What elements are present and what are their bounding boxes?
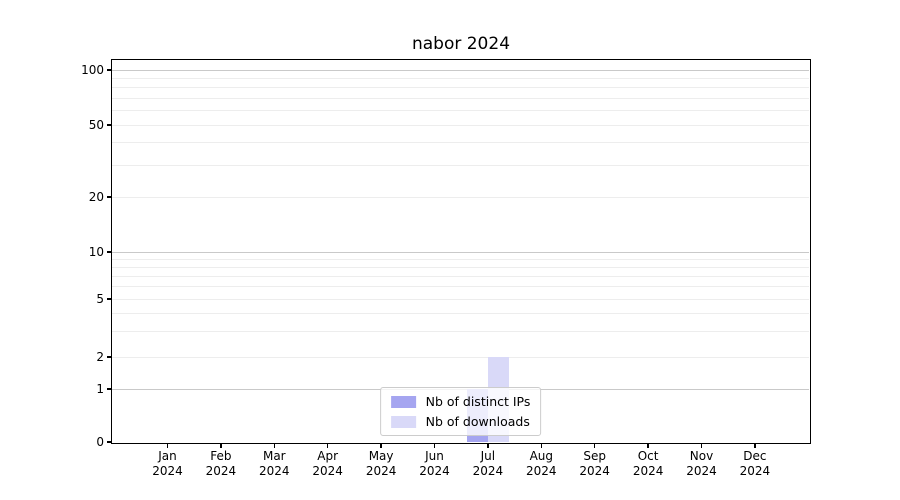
- x-tick-mark: [593, 443, 596, 448]
- x-tick-year: 2024: [419, 464, 450, 478]
- x-tick-month: Sep: [583, 449, 606, 463]
- gridline-major: [112, 251, 809, 253]
- x-axis-tick-label: Nov 2024: [674, 449, 730, 479]
- y-axis-tick-label: 10: [88, 245, 104, 259]
- gridline-minor: [112, 286, 809, 288]
- gridline-minor: [112, 164, 809, 166]
- gridline-minor: [112, 77, 809, 79]
- x-axis-tick-label: May 2024: [353, 449, 409, 479]
- y-axis-tick-label: 2: [96, 350, 104, 364]
- x-tick-month: Jun: [425, 449, 444, 463]
- x-axis-tick-label: Jun 2024: [407, 449, 463, 479]
- x-tick-mark: [433, 443, 436, 448]
- gridline-minor: [112, 196, 809, 198]
- x-tick-year: 2024: [526, 464, 557, 478]
- gridline-minor: [112, 110, 809, 112]
- x-tick-year: 2024: [312, 464, 343, 478]
- x-tick-month: Feb: [210, 449, 232, 463]
- x-tick-month: Aug: [529, 449, 554, 463]
- x-tick-month: Mar: [262, 449, 286, 463]
- y-axis-tick-label: 100: [81, 63, 104, 77]
- x-tick-month: Dec: [743, 449, 767, 463]
- x-tick-mark: [647, 443, 649, 448]
- gridline-minor: [112, 124, 809, 126]
- y-axis-tick-label: 20: [88, 190, 104, 204]
- x-tick-year: 2024: [259, 464, 290, 478]
- x-tick-month: May: [368, 449, 394, 463]
- x-axis-tick-label: Jan 2024: [140, 449, 196, 479]
- x-tick-mark: [273, 443, 276, 448]
- x-tick-mark: [220, 443, 222, 448]
- y-axis-tick-label: 5: [96, 292, 104, 306]
- legend-swatch-distinct-ips: [390, 395, 416, 408]
- x-axis-tick-label: Dec 2024: [727, 449, 783, 479]
- y-tick-mark: [106, 388, 111, 390]
- y-tick-mark: [106, 196, 111, 198]
- x-axis-tick-label: Jul 2024: [460, 449, 516, 479]
- x-tick-month: Apr: [317, 449, 339, 463]
- y-axis-tick-label: 50: [88, 118, 104, 132]
- x-axis-tick-label: Feb 2024: [193, 449, 249, 479]
- x-axis-tick-label: Mar 2024: [246, 449, 302, 479]
- gridline-minor: [112, 312, 809, 314]
- legend-label-downloads: Nb of downloads: [425, 414, 530, 429]
- y-axis-tick-label: 1: [96, 382, 104, 396]
- legend-item-downloads: Nb of downloads: [390, 414, 531, 429]
- x-axis-tick-label: Sep 2024: [567, 449, 623, 479]
- x-tick-mark: [166, 443, 169, 448]
- x-tick-mark: [487, 443, 489, 448]
- x-tick-month: Jul: [480, 449, 496, 463]
- x-tick-year: 2024: [686, 464, 717, 478]
- x-tick-year: 2024: [365, 464, 397, 478]
- y-tick-mark: [106, 356, 111, 358]
- x-axis-tick-label: Oct 2024: [620, 449, 676, 479]
- x-tick-year: 2024: [152, 464, 183, 478]
- y-tick-mark: [106, 124, 111, 126]
- x-tick-year: 2024: [632, 464, 664, 478]
- x-tick-year: 2024: [739, 464, 771, 478]
- x-tick-month: Jan: [158, 449, 177, 463]
- gridline-minor: [112, 142, 809, 144]
- legend-swatch-downloads: [390, 415, 416, 428]
- gridline-minor: [112, 266, 809, 268]
- gridline-minor: [112, 356, 809, 358]
- x-tick-month: Oct: [637, 449, 659, 463]
- x-tick-year: 2024: [205, 464, 237, 478]
- y-tick-mark: [106, 441, 111, 443]
- x-tick-mark: [380, 443, 382, 448]
- gridline-minor: [112, 258, 809, 260]
- legend-item-distinct-ips: Nb of distinct IPs: [390, 394, 531, 409]
- gridline-minor: [112, 97, 809, 99]
- x-tick-mark: [540, 443, 543, 448]
- gridline-minor: [112, 275, 809, 277]
- gridline-minor: [112, 298, 809, 300]
- x-tick-month: Nov: [689, 449, 714, 463]
- x-axis-tick-label: Aug 2024: [513, 449, 569, 479]
- y-axis-tick-label: 0: [96, 435, 104, 449]
- x-tick-year: 2024: [472, 464, 504, 478]
- chart-title: nabor 2024: [411, 34, 511, 54]
- legend-label-distinct-ips: Nb of distinct IPs: [425, 394, 531, 409]
- x-tick-mark: [700, 443, 703, 448]
- gridline-minor: [112, 87, 809, 89]
- x-tick-year: 2024: [579, 464, 610, 478]
- plot-area: Nb of distinct IPs Nb of downloads 0 1 2 5 1…: [81, 60, 809, 478]
- x-axis-tick-label: Apr 2024: [300, 449, 356, 479]
- legend: Nb of distinct IPs Nb of downloads: [379, 387, 542, 436]
- gridline-minor: [112, 330, 809, 332]
- x-tick-mark: [326, 443, 329, 448]
- y-tick-mark: [106, 298, 111, 300]
- y-tick-mark: [106, 69, 111, 71]
- x-tick-mark: [754, 443, 756, 448]
- y-tick-mark: [106, 251, 111, 253]
- gridline-major: [112, 69, 809, 71]
